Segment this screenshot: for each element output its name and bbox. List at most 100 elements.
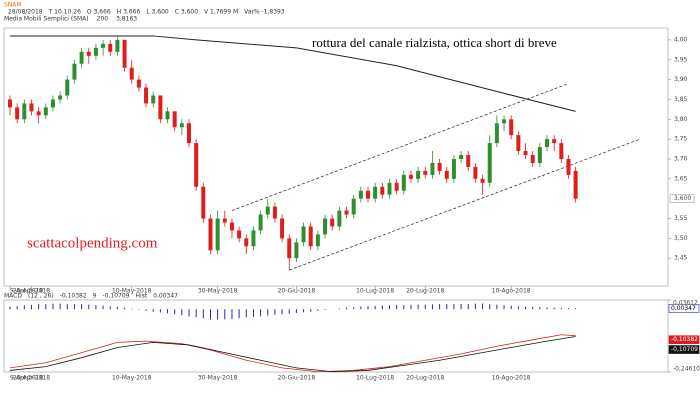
candle-body <box>387 182 392 195</box>
header-field: 28/08/2018 <box>8 9 43 16</box>
candle-body <box>108 43 113 52</box>
x-tick-label: 9-Apr-2018 <box>10 375 43 382</box>
y-tick-label: 3,85 <box>674 96 688 103</box>
candle-body <box>330 218 335 227</box>
candle-body <box>301 226 306 243</box>
candle-body <box>473 166 478 179</box>
candle-body <box>380 186 385 195</box>
candle-body <box>22 103 27 120</box>
candle-body <box>229 222 234 231</box>
candle-body <box>101 43 106 48</box>
y-tick-label: 0,03612 <box>673 300 698 307</box>
y-tick-label: 3,55 <box>674 215 688 222</box>
candle-body <box>559 143 564 159</box>
x-tick-label: 10-May-2018 <box>112 288 152 295</box>
candle-body <box>115 39 120 52</box>
sma-legend: 3,8163 <box>116 16 137 23</box>
candle-body <box>65 79 70 96</box>
candle-body <box>151 95 156 104</box>
candle-body <box>258 214 263 231</box>
x-tick-label: 20-Lug-2018 <box>406 375 444 382</box>
x-tick-label: 9-Apr-2018 <box>10 288 43 295</box>
value-box-label: -0,10709 <box>671 346 698 353</box>
candle-body <box>466 155 471 167</box>
candle-body <box>244 238 249 247</box>
candle-body <box>144 87 149 104</box>
header-field: V 1,7699 M <box>204 9 238 16</box>
candle-body <box>158 95 163 120</box>
y-tick-label: 3,45 <box>674 255 688 262</box>
macd-line <box>9 334 576 373</box>
candle-body <box>566 158 571 175</box>
candle-body <box>337 210 342 227</box>
x-tick-label: 20-Giu-2018 <box>278 375 316 382</box>
price-panel <box>3 27 669 287</box>
candle-body <box>29 103 34 112</box>
macd-header: 0,00347 <box>153 293 178 300</box>
y-tick-label: 3,70 <box>674 155 688 162</box>
candle-body <box>373 186 378 199</box>
candle-body <box>272 206 277 219</box>
candle-body <box>72 63 77 80</box>
macd-header: (12 , 26) <box>28 293 54 300</box>
y-tick-label: 4,00 <box>674 36 688 43</box>
last-price-label: 3,600 <box>674 195 691 202</box>
value-box <box>668 345 700 354</box>
candle-body <box>573 170 578 199</box>
candle-body <box>509 119 514 136</box>
macd-header: Hist <box>135 293 147 300</box>
candle-body <box>423 170 428 175</box>
candle-body <box>516 135 521 152</box>
value-box <box>668 304 700 313</box>
candle-body <box>451 158 456 179</box>
y-tick-label: 3,80 <box>674 116 688 123</box>
candle-body <box>251 230 256 247</box>
candle-body <box>79 51 84 64</box>
symbol: SNAM <box>4 2 22 9</box>
y-tick-label: 3,65 <box>674 175 688 182</box>
candle-body <box>237 230 242 239</box>
candle-body <box>58 95 63 100</box>
candle-body <box>308 226 313 247</box>
candle-body <box>545 139 549 148</box>
candle-body <box>323 218 328 235</box>
candle-body <box>537 147 542 163</box>
x-tick-label: 10-Ago-2018 <box>492 288 531 295</box>
candle-body <box>179 123 184 128</box>
candle-body <box>487 143 492 183</box>
macd-header: MACD <box>4 293 22 300</box>
annotation: rottura del canale rialzista, ottica sho… <box>312 35 557 50</box>
candle-body <box>294 242 299 259</box>
candle-body <box>265 206 270 215</box>
x-tick-label: 30-May-2018 <box>198 375 238 382</box>
candle-body <box>86 51 91 56</box>
candle-body <box>287 238 292 259</box>
watermark: scattacolpending.com <box>27 235 158 251</box>
candle-body <box>444 170 449 179</box>
header-field: C 3,600 <box>175 9 198 16</box>
candle-body <box>315 234 320 247</box>
macd-header: -0,10382 <box>60 293 87 300</box>
y-tick-label: 3,75 <box>674 136 688 143</box>
candle-body <box>394 182 399 191</box>
sma-legend: Media Mobili Semplici (SMA) <box>4 16 89 23</box>
macd-line <box>9 336 576 373</box>
candle-body <box>201 186 206 219</box>
candle-body <box>416 170 421 179</box>
header-field: T 10.10.26 <box>48 9 81 16</box>
header-field: O 3,666 <box>87 9 111 16</box>
x-tick-label: 20-Lug-2018 <box>406 288 444 295</box>
candle-body <box>93 47 98 56</box>
candle-body <box>552 139 557 144</box>
candle-body <box>194 143 199 187</box>
candle-body <box>136 79 141 88</box>
candle-body <box>43 107 48 116</box>
candle-body <box>366 190 370 199</box>
x-tick-label: 10-Lug-2018 <box>356 375 394 382</box>
x-tick-label: 10-Ago-2018 <box>492 375 531 382</box>
candle-body <box>358 190 363 199</box>
x-tick-label: 20-Apr-2018 <box>13 375 50 382</box>
candle-body <box>480 178 485 183</box>
